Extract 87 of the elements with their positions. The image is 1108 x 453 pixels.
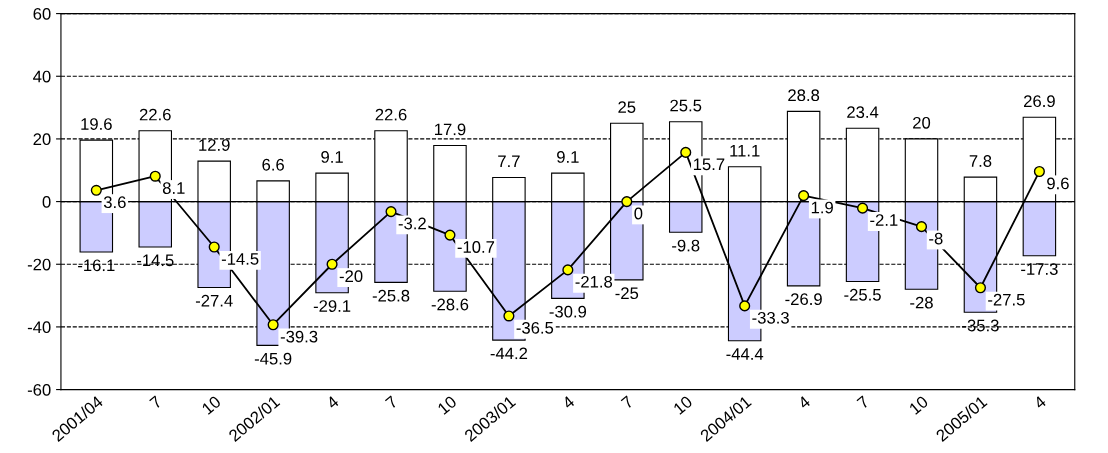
data-label: -2.1 xyxy=(870,214,898,226)
data-label: -10.7 xyxy=(457,241,495,253)
data-label: 0 xyxy=(634,207,643,220)
data-label: -28.6 xyxy=(431,298,469,311)
data-label: 25.5 xyxy=(670,99,702,112)
data-label: 22.6 xyxy=(139,108,171,121)
data-label: 12.9 xyxy=(199,139,230,151)
y-tick-label: -20 xyxy=(27,258,51,271)
data-label: -25 xyxy=(615,287,639,300)
data-label: 15.7 xyxy=(693,158,725,171)
data-label: 17.9 xyxy=(435,123,466,136)
data-label: -27.5 xyxy=(988,293,1025,306)
data-label: 11.1 xyxy=(730,144,760,157)
x-tick-label: 10 xyxy=(437,395,458,415)
x-tick-label: 4 xyxy=(561,395,576,410)
x-tick-label: 10 xyxy=(672,395,694,415)
data-label: 25 xyxy=(618,101,636,114)
data-label: -8 xyxy=(929,232,943,245)
point xyxy=(267,319,279,331)
x-tick-label: 4 xyxy=(1032,395,1047,410)
data-label: -27.4 xyxy=(195,294,233,307)
x-tick-label: 7 xyxy=(620,395,634,410)
x-tick-label: 4 xyxy=(325,395,340,410)
data-label: 3.6 xyxy=(103,196,126,209)
x-tick-label: 7 xyxy=(384,395,399,410)
data-label: 6.6 xyxy=(262,158,284,171)
data-label: -36.5 xyxy=(516,321,554,334)
x-tick-label: 10 xyxy=(908,395,929,415)
data-label: 9.1 xyxy=(321,151,343,163)
data-label: 19.6 xyxy=(81,118,112,130)
data-label: -9.8 xyxy=(672,239,700,252)
data-label: -14.5 xyxy=(137,254,174,267)
point xyxy=(503,310,515,322)
point xyxy=(444,229,456,241)
data-label: -21.8 xyxy=(575,275,613,288)
x-tick-label: 4 xyxy=(797,395,812,410)
data-label: -28 xyxy=(910,296,933,309)
point xyxy=(798,190,810,202)
point xyxy=(857,202,869,214)
data-label: -17.3 xyxy=(1021,263,1058,275)
data-label: -45.9 xyxy=(254,352,292,365)
point xyxy=(208,241,220,253)
data-label: -16.1 xyxy=(78,259,115,272)
data-label: -25.5 xyxy=(844,288,881,301)
data-label: -29.1 xyxy=(313,300,351,312)
data-label: -30.9 xyxy=(549,305,587,318)
point xyxy=(326,258,338,270)
point xyxy=(385,206,397,218)
data-label: -26.9 xyxy=(785,293,822,306)
point xyxy=(915,221,928,233)
data-label: -39.3 xyxy=(280,330,318,343)
data-label: -20 xyxy=(339,270,363,283)
point xyxy=(562,264,574,276)
data-label: -25.8 xyxy=(372,289,410,302)
data-label: 1.9 xyxy=(811,201,833,214)
point xyxy=(739,300,751,312)
data-label: -44.4 xyxy=(726,348,764,360)
y-tick-label: 0 xyxy=(42,195,51,208)
data-label: 9.6 xyxy=(1047,177,1069,190)
point xyxy=(621,196,633,208)
point xyxy=(974,282,987,294)
data-label: -44.2 xyxy=(490,347,528,360)
data-label: 8.1 xyxy=(162,182,185,194)
data-label: 22.6 xyxy=(375,108,407,121)
x-tick-label: 7 xyxy=(149,395,163,410)
data-label: 26.9 xyxy=(1024,95,1055,108)
data-label: 28.8 xyxy=(788,89,820,102)
y-tick-label: 60 xyxy=(33,7,51,20)
y-tick-label: -40 xyxy=(27,321,51,334)
data-label: -14.5 xyxy=(221,253,259,265)
data-label: -35.3 xyxy=(962,319,999,332)
data-label: 23.4 xyxy=(847,106,879,119)
data-label: 20 xyxy=(913,116,931,129)
x-tick-label: 10 xyxy=(201,395,222,415)
x-tick-label: 7 xyxy=(856,395,870,410)
data-label: 7.7 xyxy=(498,155,520,168)
point xyxy=(1033,165,1045,178)
point xyxy=(149,170,161,182)
y-tick-label: -60 xyxy=(27,383,51,396)
y-tick-label: 20 xyxy=(33,133,51,146)
data-label: -33.3 xyxy=(752,311,789,324)
point xyxy=(680,146,692,158)
point xyxy=(90,184,102,196)
y-tick-label: 40 xyxy=(33,70,51,83)
data-label: 9.1 xyxy=(557,151,579,163)
data-label: -3.2 xyxy=(398,217,426,230)
data-label: 7.8 xyxy=(969,155,992,167)
